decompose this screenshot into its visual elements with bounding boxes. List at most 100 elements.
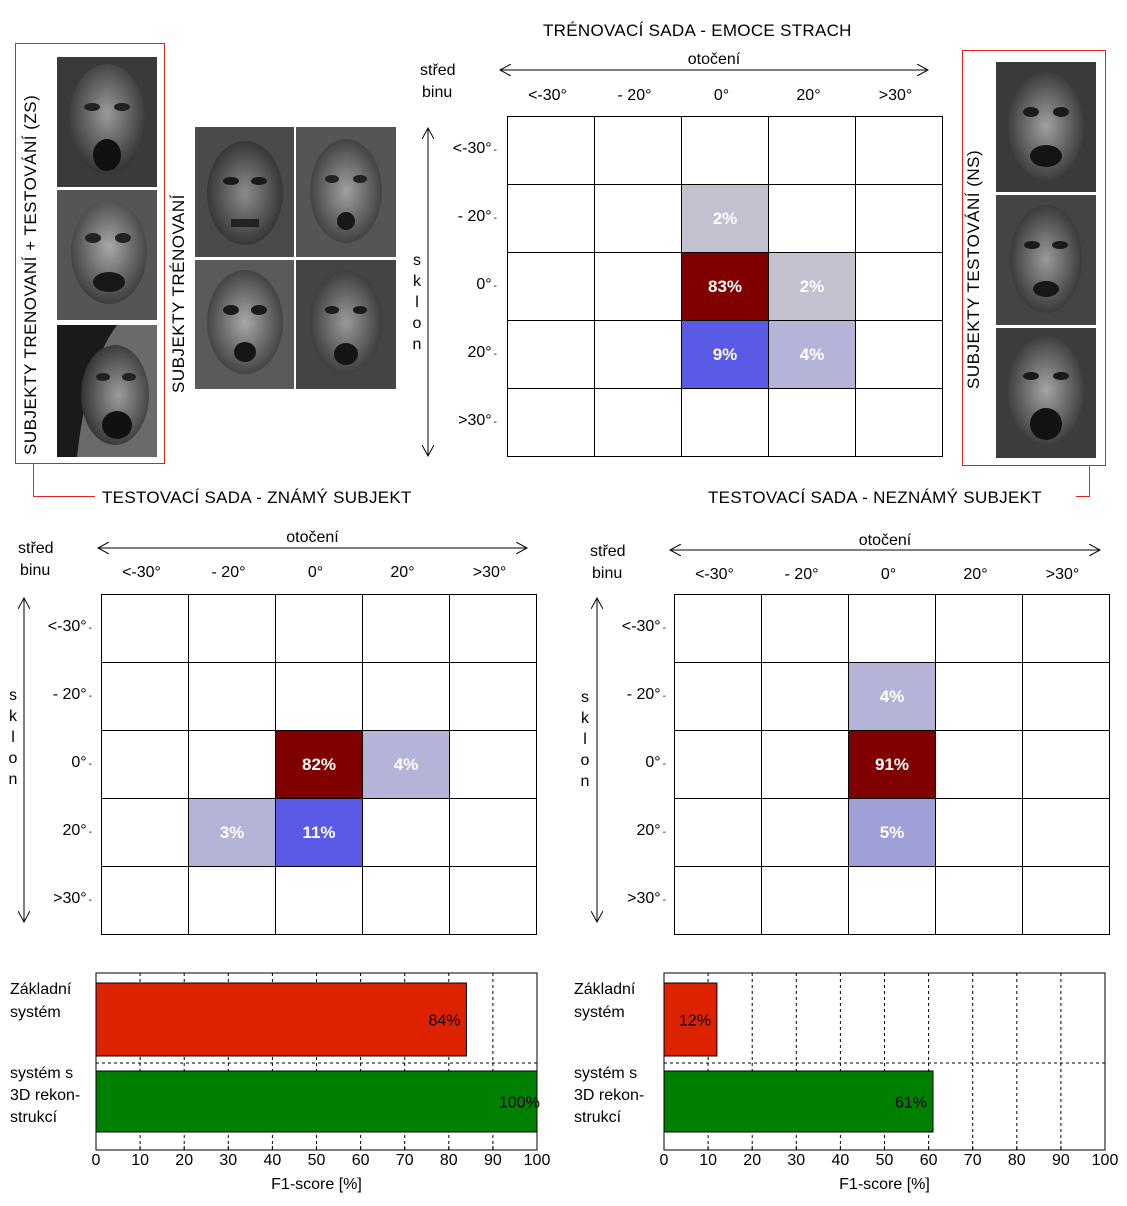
bar-category-label: systém s (10, 1065, 73, 1082)
heatmap-cell (856, 185, 943, 253)
face-photo-train-3 (195, 260, 294, 389)
heatmap-cell (856, 389, 943, 457)
bar (663, 1070, 934, 1133)
face-photo-train-2 (296, 127, 396, 257)
row-tick-label: <-30° - (47, 618, 92, 635)
heatmap-cell (675, 799, 762, 867)
known-subjects-frame (15, 43, 165, 464)
bar-tick-label: 100 (524, 1152, 551, 1169)
heatmap-cell (675, 867, 762, 935)
heatmap-cell-value: 4% (393, 754, 419, 774)
top-chart-title: TRÉNOVACÍ SADA - EMOCE STRACH (543, 21, 852, 40)
column-tick-label: 20° (796, 87, 821, 104)
unknown-subjects-label: SUBJEKTY TESTOVÁNÍ (NS) (964, 149, 983, 389)
heatmap-cell (276, 663, 363, 731)
face-photo-train-4 (296, 260, 396, 389)
heatmap-grid: 4% 91% 5% (674, 594, 1110, 935)
heatmap-cell: 4% (769, 321, 856, 389)
row-header-line1: střed (590, 543, 626, 560)
bar-category-label: strukcí (574, 1109, 622, 1126)
bar-tick-label: 20 (175, 1152, 193, 1169)
heatmap-cell (189, 867, 276, 935)
heatmap-cell: 82% (276, 731, 363, 799)
bar (663, 982, 718, 1057)
heatmap-cell (936, 663, 1023, 731)
unknown-subjects-connector (1089, 465, 1090, 497)
heatmap-cell (682, 117, 769, 185)
bar-tick-label: 30 (219, 1152, 237, 1169)
trained-subjects-label: SUBJEKTY TRÉNOVANÍ (169, 194, 188, 393)
heatmap-cell: 11% (276, 799, 363, 867)
heatmap-cell (936, 595, 1023, 663)
heatmap-cell (675, 663, 762, 731)
bar-tick-label: 0 (660, 1152, 669, 1169)
bar-chart-unknown: 12% 61% 0 10 20 30 40 50 60 70 80 90 100 F1-score [%]… (574, 972, 1118, 1193)
heatmap-cell (363, 867, 450, 935)
unknown-subjects-frame (962, 50, 1106, 466)
heatmap-cell: 4% (363, 731, 450, 799)
heatmap-cell (856, 117, 943, 185)
column-tick-label: <-30° (528, 87, 567, 104)
heatmap-cell (595, 389, 682, 457)
bar-tick-label: 60 (920, 1152, 938, 1169)
known-subjects-connector (33, 463, 34, 497)
bar-chart-known: 84% 100% 0 10 20 30 40 50 60 70 80 90 100 F1-score [%… (10, 972, 551, 1193)
heatmap-cell (508, 389, 595, 457)
heatmap-cell (849, 867, 936, 935)
heatmap-cell: 5% (849, 799, 936, 867)
unknown-subjects-connector-h (1076, 496, 1090, 497)
column-tick-label: <-30° (695, 566, 734, 583)
heatmap-cell (936, 799, 1023, 867)
bar-value-label: 84% (428, 1013, 460, 1030)
heatmap-cell: 9% (682, 321, 769, 389)
face-photo-zs-3 (57, 325, 157, 457)
known-subjects-label: SUBJEKTY TRENOVANÍ + TESTOVÁNÍ (ZS) (21, 94, 40, 455)
bar-category-label: Základní (574, 981, 636, 998)
heatmap-cell (682, 389, 769, 457)
row-tick-label: 0° - (645, 754, 666, 771)
face-photo-ns-3 (996, 328, 1096, 458)
face-photo-ns-1 (996, 62, 1096, 192)
bar-tick-label: 70 (964, 1152, 982, 1169)
bar-tick-label: 10 (131, 1152, 149, 1169)
heatmap-cell (1023, 731, 1110, 799)
column-tick-label: >30° (1045, 566, 1080, 583)
heatmap-cell-value: 2% (712, 208, 738, 228)
row-header-line1: střed (18, 540, 54, 557)
heatmap-cell: 4% (849, 663, 936, 731)
row-tick-label: <-30° - (452, 140, 497, 157)
heatmap-cell: 83% (682, 253, 769, 321)
heatmap-cell (363, 595, 450, 663)
bar (95, 1070, 538, 1133)
heatmap-cell (189, 595, 276, 663)
heatmap-cell (936, 867, 1023, 935)
row-tick-label: >30° - (458, 412, 497, 429)
known-subject-title: TESTOVACÍ SADA - ZNÁMÝ SUBJEKT (102, 488, 412, 507)
bar-tick-label: 40 (264, 1152, 282, 1169)
heatmap-cell-value: 3% (219, 822, 245, 842)
face-photo-ns-2 (996, 195, 1096, 325)
column-tick-label: - 20° (784, 566, 819, 583)
heatmap-cell (102, 595, 189, 663)
heatmap-grid: 2% 83% 2% 9% 4% (507, 116, 943, 457)
row-tick-label: - 20° - (626, 686, 666, 703)
heatmap-cell (276, 595, 363, 663)
bar-category-label: 3D rekon- (10, 1087, 80, 1104)
face-photo-zs-1 (57, 57, 157, 187)
known-subjects-connector-h (33, 496, 95, 497)
bar-category-label: Základní (10, 981, 72, 998)
face-photo-train-1 (195, 127, 294, 257)
heatmap-cell (595, 321, 682, 389)
bar-value-label: 100% (499, 1095, 540, 1112)
row-tick-label: - 20° - (52, 686, 92, 703)
heatmap-grid: 82% 4% 3% 11% (101, 594, 537, 935)
heatmap-cell: 3% (189, 799, 276, 867)
bar-tick-label: 10 (699, 1152, 717, 1169)
bar-value-label: 12% (679, 1013, 711, 1030)
heatmap-cell-value: 4% (879, 686, 905, 706)
heatmap-cell-value: 2% (799, 276, 825, 296)
heatmap-cell: 2% (682, 185, 769, 253)
heatmap-cell (762, 663, 849, 731)
